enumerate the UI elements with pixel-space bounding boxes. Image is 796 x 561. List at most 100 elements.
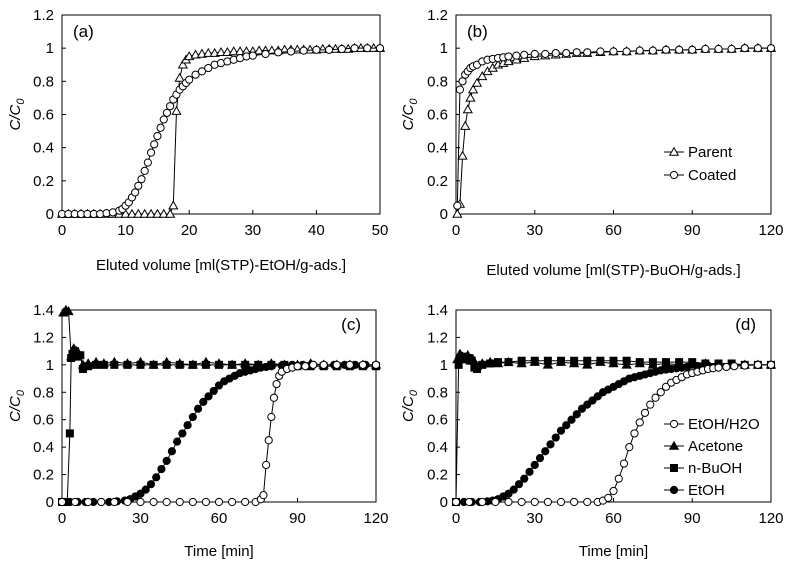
data-point [149,497,158,507]
data-point [110,497,119,507]
data-point [215,360,223,369]
data-point [509,485,518,494]
data-point [451,497,461,507]
data-point [63,306,74,316]
data-point [635,46,644,55]
series-line [62,350,376,503]
data-point [266,45,278,55]
data-point [478,360,487,369]
data-point [152,208,163,218]
y-tick-label: 0.6 [427,107,448,124]
data-point [131,188,140,197]
data-point [162,456,171,465]
x-tick-label: 0 [58,510,66,527]
data-point [462,104,473,114]
y-tick-label: 0.2 [33,467,54,484]
data-point [174,72,185,82]
data-point [740,361,749,370]
data-point [454,360,463,369]
x-tick-label: 10 [117,222,134,239]
data-point [253,45,265,55]
data-point [162,497,171,507]
data-point [84,497,93,507]
y-tick-label: 0.6 [33,107,54,124]
data-point [701,44,710,54]
data-point [753,44,762,53]
legend-label: Acetone [688,438,743,455]
data-point [635,358,644,367]
y-axis-label: C/C0 [400,98,420,131]
data-point [350,44,359,53]
x-axis-label: Time [min] [579,543,648,560]
data-point [688,358,697,367]
data-point [259,491,268,500]
series-etoh-h2o [57,360,381,507]
series-etoh-h2o [451,360,776,507]
data-point [630,429,639,438]
panel-0: 0 0.2 0.4 0.6 0.8 1 1.2 0 10 20 30 40 50 Eluted volum… [7,7,388,274]
y-tick-label: 0 [440,206,448,223]
x-axis-label: Eluted volume [ml(STP)-EtOH/g-ads.] [96,257,346,274]
y-axis-label: C/C0 [7,98,27,131]
y-tick-label: 1.2 [427,329,448,346]
data-point [525,467,534,476]
data-point [141,485,150,494]
data-point [274,48,283,57]
data-point [358,360,368,369]
data-point [299,46,308,55]
data-point [473,364,481,373]
data-point [267,362,276,371]
data-point [84,362,93,371]
data-point [520,50,529,59]
data-point [204,63,213,73]
data-point [241,497,250,507]
data-point [551,433,560,442]
data-point [345,360,354,369]
data-point [727,44,736,54]
y-tick-label: 0.4 [33,140,54,157]
data-point [363,44,372,53]
panel-label: (b) [467,22,488,41]
data-point [465,497,474,507]
data-point [688,45,697,54]
data-point [465,92,476,102]
y-tick-label: 0.8 [33,73,54,90]
panel-label: (a) [73,22,94,41]
data-point [572,410,581,419]
y-tick-label: 0.6 [427,412,448,429]
data-point [157,464,166,474]
data-point [156,123,165,132]
data-point [70,497,80,507]
data-point [375,44,385,53]
data-point [185,75,194,84]
y-tick-label: 0.2 [427,467,448,484]
data-point [556,497,566,507]
data-point [596,47,605,56]
data-point [228,46,239,56]
legend-label: n-BuOH [688,460,742,477]
x-tick-label: 90 [289,510,306,527]
data-point [514,480,524,489]
data-point [248,51,257,60]
panel-1: 0 0.2 0.4 0.6 0.8 1 1.2 0 30 60 90 120 Eluted volume… [400,7,784,279]
data-point [133,208,144,218]
y-tick-label: 0.8 [427,73,448,90]
data-point [504,358,513,367]
x-tick-label: 90 [684,510,701,527]
x-tick-label: 40 [308,222,325,239]
y-tick-label: 0.4 [427,439,448,456]
x-tick-label: 120 [758,510,783,527]
data-point [503,56,514,66]
data-point [164,208,176,218]
data-point [504,52,513,61]
data-point [262,460,271,470]
y-tick-label: 0.6 [33,412,54,429]
y-axis-label: C/C0 [400,389,420,422]
data-point [304,44,316,54]
data-point [453,201,462,210]
data-point [201,360,210,369]
y-tick-label: 0.4 [33,439,54,456]
data-point [150,140,159,149]
data-point [201,497,211,507]
